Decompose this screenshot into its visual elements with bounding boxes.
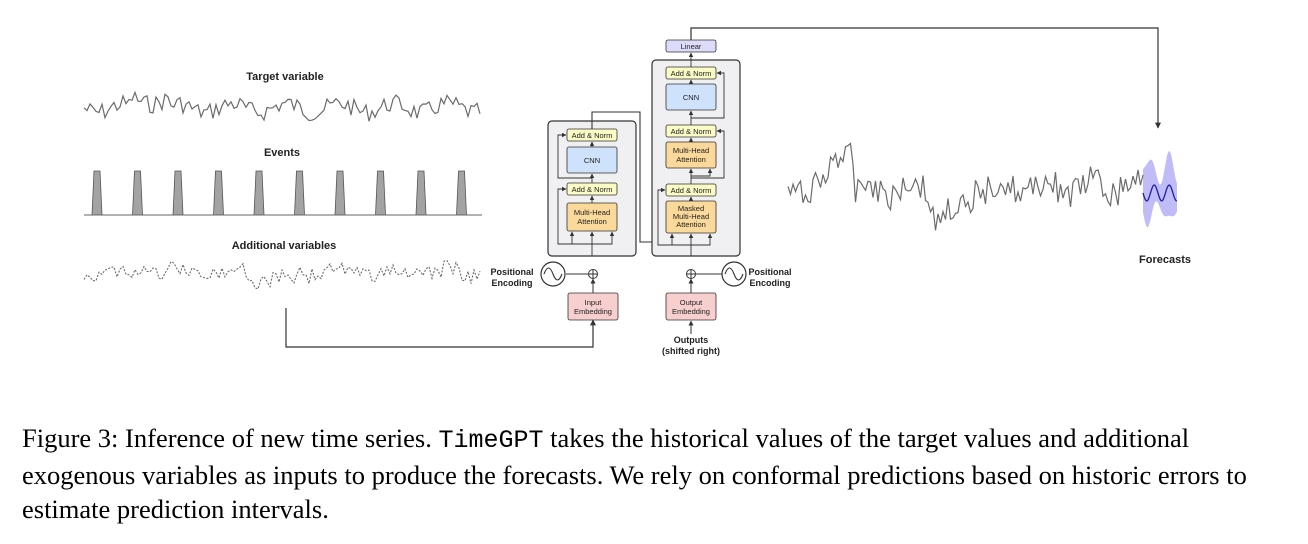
input-connector xyxy=(285,308,596,348)
outputs-label-1: Outputs xyxy=(674,335,709,345)
target-variable-series xyxy=(83,90,481,122)
history-series xyxy=(787,142,1144,231)
decoder-add-norm-2-text: Add & Norm xyxy=(671,127,712,136)
linear-to-forecast-connector xyxy=(690,27,1161,129)
output-embedding-text-1: Output xyxy=(680,298,703,307)
input-embedding-box xyxy=(567,292,619,321)
event-pulse xyxy=(375,170,386,216)
decoder-add-icon xyxy=(686,269,696,279)
event-pulse xyxy=(213,170,224,216)
additional-variables-series xyxy=(83,260,481,290)
figure-caption: Figure 3: Inference of new time series. … xyxy=(22,421,1292,526)
event-pulse xyxy=(253,170,265,216)
decoder-cnn-text: CNN xyxy=(683,93,699,102)
event-pulse xyxy=(172,170,184,216)
forecast-series xyxy=(1142,184,1178,202)
event-pulse xyxy=(132,170,143,216)
outputs-label-2: (shifted right) xyxy=(662,346,720,356)
event-pulse xyxy=(415,170,427,216)
decoder-masked-attention-text-1: Masked xyxy=(678,204,704,213)
encoder-add-icon xyxy=(588,269,598,279)
caption-prefix: Figure 3: Inference of new time series. xyxy=(22,423,439,453)
encoder-cnn-text: CNN xyxy=(584,156,600,165)
events-series xyxy=(91,170,467,216)
input-embedding-text-1: Input xyxy=(585,298,603,307)
encoder-pe-label-2: Encoding xyxy=(492,278,533,288)
encoder-arrows xyxy=(557,132,615,256)
decoder-masked-attention-text-3: Attention xyxy=(676,220,706,229)
decoder-sine-wave xyxy=(724,267,744,281)
encoder-pe-label-1: Positional xyxy=(490,267,533,277)
event-pulse xyxy=(91,170,103,216)
event-pulse xyxy=(294,170,305,216)
decoder-add-norm-3-text: Add & Norm xyxy=(671,186,712,195)
decoder-masked-attention-text-2: Multi-Head xyxy=(673,212,709,221)
forecast-interval-band xyxy=(1143,151,1177,228)
caption-model-name: TimeGPT xyxy=(438,426,544,455)
additional-variables-label: Additional variables xyxy=(232,240,337,252)
caption-suffix: takes the historical values of the targe… xyxy=(22,423,1247,524)
forecasts-label: Forecasts xyxy=(1139,254,1191,266)
target-variable-label: Target variable xyxy=(246,71,323,83)
output-embedding-box xyxy=(665,292,717,321)
linear-text: Linear xyxy=(681,42,702,51)
encoder-attention-text-2: Attention xyxy=(577,217,607,226)
encoder-add-norm-top-text: Add & Norm xyxy=(572,131,613,140)
encoder-sine-wave xyxy=(543,267,563,281)
encoder-attention-text-1: Multi-Head xyxy=(574,208,610,217)
output-embedding-text-2: Embedding xyxy=(672,307,710,316)
event-pulse xyxy=(456,170,467,216)
input-embedding-text-2: Embedding xyxy=(574,307,612,316)
encoder-add-norm-bottom-text: Add & Norm xyxy=(572,185,613,194)
decoder-arrows xyxy=(657,52,725,256)
events-label: Events xyxy=(264,147,300,159)
decoder-attention-text-2: Attention xyxy=(676,155,706,164)
decoder-add-norm-1-text: Add & Norm xyxy=(671,69,712,78)
decoder-attention-text-1: Multi-Head xyxy=(673,146,709,155)
timegpt-inference-diagram: Target variable Events Additional variab… xyxy=(83,27,1191,356)
event-pulse xyxy=(334,170,346,216)
decoder-pe-label-2: Encoding xyxy=(750,278,791,288)
decoder-pe-label-1: Positional xyxy=(748,267,791,277)
